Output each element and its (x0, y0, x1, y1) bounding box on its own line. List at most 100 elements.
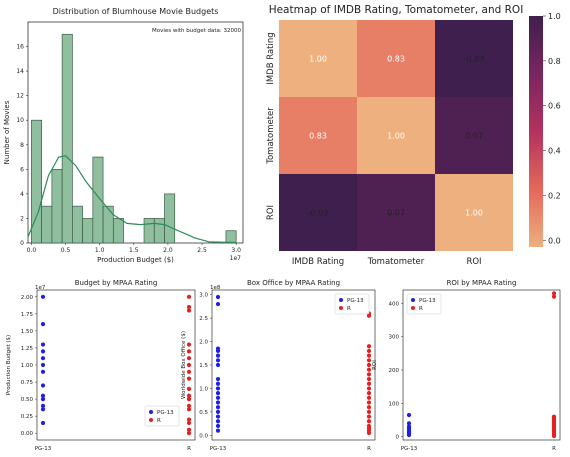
histogram-bar (41, 205, 53, 244)
scatter-point (215, 423, 221, 429)
y-tick-label: 100 (389, 401, 400, 407)
y-tick-label: 1.00 (21, 363, 34, 369)
scatter-point (40, 349, 46, 354)
scatter-point (215, 381, 221, 386)
histogram-bar (92, 156, 104, 244)
heatmap-cell (435, 20, 513, 97)
scatter-point (406, 412, 412, 418)
scatter-point (186, 407, 192, 412)
scatter-point (186, 386, 192, 391)
y-offset-label: 1e7 (35, 285, 46, 291)
y-axis-label: ROI (372, 360, 378, 370)
scatter-point (215, 376, 221, 382)
scatter-point (186, 376, 192, 381)
scatter-point (406, 421, 412, 426)
heatmap-cell (435, 97, 513, 174)
histogram-bar (82, 218, 94, 244)
scatter-point (215, 348, 221, 354)
y-tick-label: 0.5 (199, 410, 208, 416)
y-tick-label: 2.5 (199, 316, 208, 322)
scatter-point (406, 432, 412, 438)
legend-label: R (419, 306, 423, 312)
scatter-point (366, 348, 372, 354)
x-tick-label: R (367, 446, 371, 452)
scatter-point (215, 409, 221, 414)
chart-title: Budget by MPAA Rating (75, 279, 158, 287)
scatter-point (215, 400, 221, 405)
histogram-bar (143, 218, 155, 244)
y-tick-label: 3.0 (199, 293, 208, 299)
heatmap-row-label: IMDB Rating (266, 32, 276, 84)
histogram-bar (61, 33, 73, 244)
histogram-bar (72, 205, 83, 244)
scatter-point (215, 419, 221, 424)
heatmap-cell (279, 20, 357, 97)
scatter-point (186, 304, 192, 310)
legend-marker (411, 306, 415, 310)
scatter-point (366, 313, 372, 318)
scatter-point (366, 430, 372, 436)
scatter-point (40, 362, 46, 368)
legend-label: PG-13 (157, 410, 174, 416)
y-tick-label: 16 (16, 44, 24, 51)
scatter-point (186, 393, 192, 398)
scatter-point (366, 381, 372, 386)
heatmap-cell-label: 0.83 (309, 132, 327, 141)
scatter-point (186, 356, 192, 361)
scatter-point (366, 409, 372, 414)
legend-marker (411, 298, 415, 302)
histogram-bar (164, 193, 176, 244)
x-tick-label: PG-13 (401, 446, 418, 452)
scatter-point (186, 417, 192, 422)
chart-title: ROI by MPAA Rating (447, 279, 517, 287)
heatmap-cell-label: 0.07 (387, 209, 405, 218)
scatter-point (366, 367, 372, 372)
histogram-bar (112, 218, 124, 244)
x-tick-label: 2.0 (163, 247, 173, 254)
scatter-point (215, 353, 221, 358)
heatmap-cell-label: -0.03 (464, 55, 485, 64)
scatter-point (186, 308, 192, 313)
heatmap-column-label: ROI (466, 257, 481, 267)
scatter-point (40, 396, 46, 402)
chart-title: Box Office by MPAA Rating (247, 279, 340, 287)
scatter-point (40, 407, 46, 412)
scatter-point (215, 395, 221, 400)
heatmap-cell-label: 0.07 (465, 132, 483, 141)
histogram-frame (27, 21, 244, 244)
scatter-point (186, 342, 192, 347)
heatmap-cell-label: -0.03 (308, 209, 329, 218)
scatter-point (186, 431, 192, 436)
y-tick-label: 0 (396, 435, 400, 441)
heatmap-title: Heatmap of IMDB Rating, Tomatometer, and… (269, 4, 524, 16)
y-tick-label: 0.75 (21, 380, 34, 386)
scatter-point (366, 358, 372, 363)
x-tick-label: 0.0 (27, 247, 37, 254)
x-axis-label: Production Budget ($) (97, 256, 174, 264)
legend-marker (149, 418, 153, 422)
scatter-point (366, 395, 372, 400)
heatmap-cell-label: 1.00 (465, 209, 483, 218)
scatter-point (40, 420, 46, 426)
heatmap-cell (435, 174, 513, 251)
heatmap-cell-label: 1.00 (387, 132, 405, 141)
chart-title: Distribution of Blumhouse Movie Budgets (53, 7, 219, 16)
y-tick-label: 0 (20, 240, 24, 247)
scatter-point (366, 405, 372, 410)
heatmap-cell (357, 20, 435, 97)
x-tick-label: 0.5 (61, 247, 71, 254)
scatter-point (551, 433, 557, 439)
histogram-bar (31, 119, 43, 244)
colorbar-tick-label: 0.2 (548, 191, 561, 200)
x-tick-label: PG-13 (210, 446, 227, 452)
scatter-point (40, 383, 46, 388)
histogram-bar (153, 218, 165, 244)
y-tick-label: 2.0 (199, 340, 208, 346)
kde-curve (27, 155, 237, 243)
scatter-point (215, 301, 221, 307)
heatmap-cell (357, 97, 435, 174)
colorbar-tick-label: 0.4 (548, 147, 561, 156)
scatter-point (40, 403, 46, 409)
legend-box (406, 293, 442, 315)
annotation-text: Movies with budget data: 32000 (152, 28, 242, 34)
